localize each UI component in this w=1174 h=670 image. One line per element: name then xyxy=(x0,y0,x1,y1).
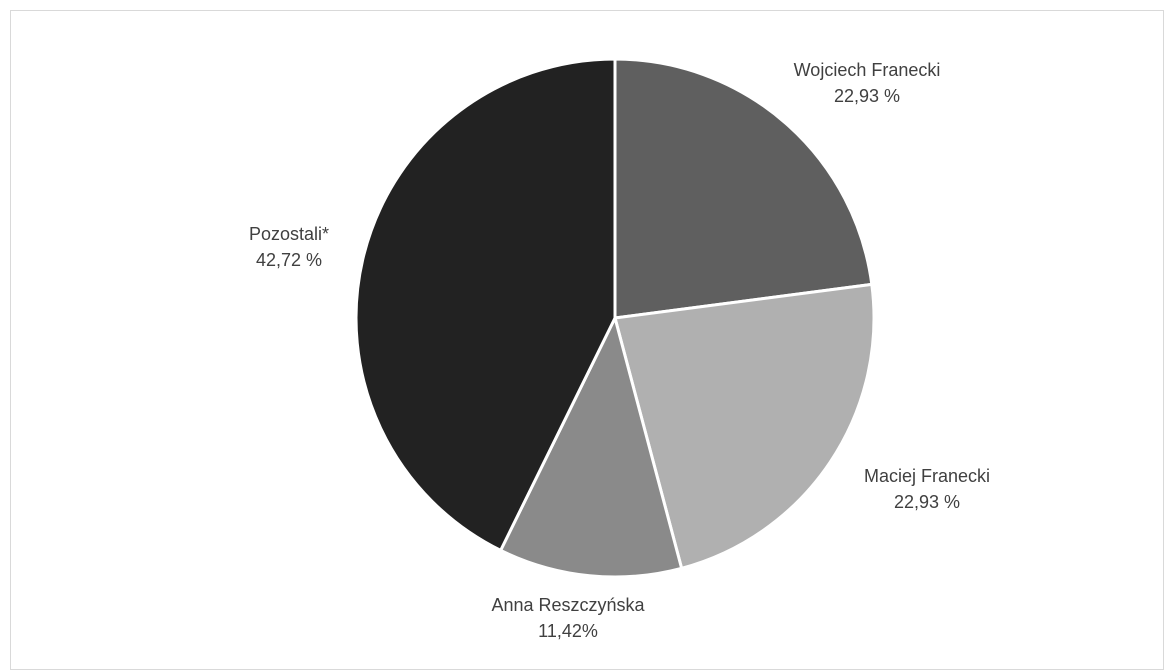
pie-slice-wojciech-franecki xyxy=(613,57,874,320)
slice-label-pozostali: Pozostali* xyxy=(249,224,329,244)
slice-label-maciej-franecki: Maciej Franecki xyxy=(864,466,990,486)
pie-slice-anna-reszczynska xyxy=(499,316,684,579)
slice-label-wojciech-franecki: Wojciech Franecki xyxy=(794,60,941,80)
slice-value-anna-reszczynska: 11,42% xyxy=(538,621,598,641)
slice-label-anna-reszczynska: Anna Reszczyńska xyxy=(491,595,645,615)
chart-area: Wojciech Franecki 22,93 % Maciej Franecki 2… xyxy=(10,10,1164,670)
slice-value-wojciech-franecki: 22,93 % xyxy=(834,86,900,106)
pie-slice-maciej-franecki xyxy=(613,282,876,570)
pie-slice-pozostali xyxy=(354,57,617,552)
slice-value-maciej-franecki: 22,93 % xyxy=(894,492,960,512)
slice-value-pozostali: 42,72 % xyxy=(256,250,322,270)
